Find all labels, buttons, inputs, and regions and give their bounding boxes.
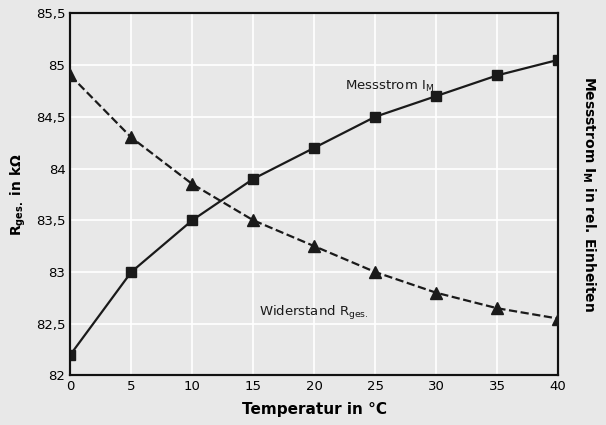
X-axis label: Temperatur in °C: Temperatur in °C	[242, 402, 387, 416]
Y-axis label: Messstrom I$_\mathregular{M}$ in rel. Einheiten: Messstrom I$_\mathregular{M}$ in rel. Ei…	[581, 76, 598, 312]
Text: Messstrom I$_\mathregular{M}$: Messstrom I$_\mathregular{M}$	[345, 79, 434, 94]
Text: Widerstand R$_\mathregular{ges.}$: Widerstand R$_\mathregular{ges.}$	[259, 304, 369, 322]
Y-axis label: R$_\mathregular{ges.}$ in kΩ: R$_\mathregular{ges.}$ in kΩ	[8, 153, 28, 236]
